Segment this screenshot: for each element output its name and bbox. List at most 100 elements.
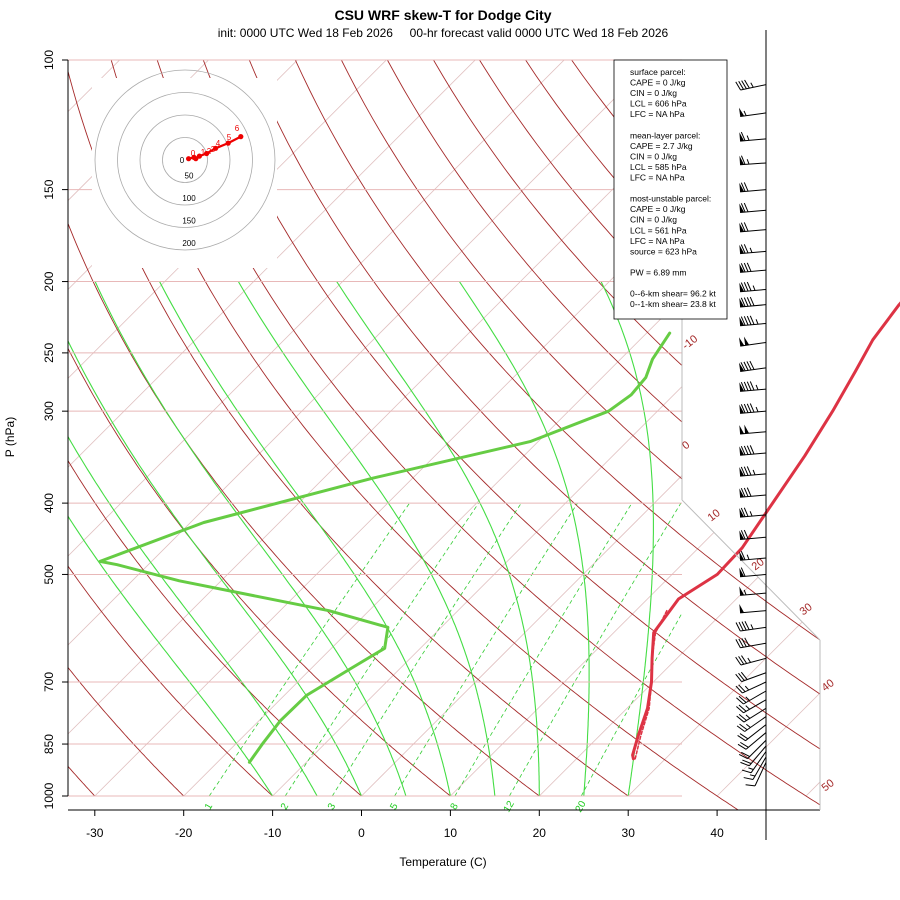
isotherm-line [68,119,682,735]
isotherm-label: 30 [798,601,815,618]
wind-barb [739,403,767,414]
moist-adiabat [237,281,496,796]
isotherm-line [183,297,682,796]
dry-adiabat [786,500,820,810]
dry-adiabat [110,60,682,773]
hodograph-point [196,153,202,159]
hodograph-height-label: 5 [227,133,232,142]
chart-subtitle: init: 0000 UTC Wed 18 Feb 2026 00-hr for… [218,26,669,40]
dry-adiabat [432,60,682,367]
mixing-ratio-line [208,502,410,796]
x-axis-label: Temperature (C) [399,855,486,869]
hodograph-height-label: 3 [211,145,216,154]
hodograph-height-label: 0 [191,149,196,158]
mixing-ratio-label: 3 [326,801,339,812]
wind-barb [743,756,767,780]
wind-barb [739,262,767,273]
mixing-ratio-line [580,612,682,796]
hodograph-ring [94,69,276,251]
wind-barb [739,155,767,166]
hodograph-height-label: 2 [207,147,212,156]
isotherm-line [895,0,900,796]
info-line: CAPE = 0 J/kg [630,204,686,214]
dry-adiabat [248,60,682,595]
wind-barb [739,466,767,477]
hodograph-height-label: 6 [235,124,240,133]
x-tick-label: 20 [533,826,547,840]
x-tick-label: 10 [444,826,458,840]
hodograph-point [213,145,219,151]
wind-barb [739,131,767,142]
hodograph-height-label: 4 [216,139,221,148]
y-tick-label: 500 [42,564,56,584]
dry-adiabat [68,459,363,796]
wind-barb [736,699,767,714]
dewpoint-profile [98,331,672,764]
moist-adiabat [94,281,407,796]
isotherm-label: 40 [820,677,837,694]
dry-adiabat [571,60,682,198]
isotherm-label: 50 [820,777,837,794]
wind-barb [739,107,767,118]
axes-layer: 1 2 3 5 8 12 20-100102030405010015020025030040… [42,50,837,840]
x-tick-label: 40 [710,826,724,840]
wind-barb [739,550,767,561]
info-line: LCL = 606 hPa [630,99,687,109]
moist-adiabat [68,515,274,796]
profile-layer [98,301,900,764]
info-line: CIN = 0 J/kg [630,151,677,161]
hodograph-point [186,156,192,162]
info-line: source = 623 hPa [630,246,697,256]
hodograph-height-label: 1 [201,148,206,157]
mixing-ratio-label: 12 [502,799,517,815]
mixing-ratio-line [509,502,682,796]
hodograph-point [193,156,199,162]
wind-barb [739,296,767,308]
isotherm-line [94,208,682,796]
x-tick-label: -10 [264,826,282,840]
y-axis-label: P (hPa) [3,417,17,457]
mixing-ratio-label: 20 [574,799,589,815]
hodograph-ring [162,137,208,183]
hodograph-ring-label: 200 [182,239,196,248]
info-line: LFC = NA hPa [630,109,685,119]
wind-barb [739,603,767,614]
y-tick-label: 200 [42,271,56,291]
isotherm-line [68,60,654,646]
hodograph-point [204,150,210,157]
isotherm-line [682,500,820,797]
mixing-ratio-line [394,502,578,796]
wind-barb [735,655,767,666]
moist-adiabat [336,281,540,796]
wind-barb [739,424,767,435]
x-tick-label: 30 [622,826,636,840]
y-tick-label: 400 [42,493,56,513]
y-tick-label: 1000 [42,782,56,809]
hodograph-ring [117,92,253,228]
moist-adiabat [458,281,590,796]
wind-barb [739,315,767,327]
dry-adiabat [787,44,900,812]
hodograph-ring-label: 150 [182,217,196,226]
mixing-ratio-line [331,502,522,796]
wind-barb [739,381,767,392]
moist-adiabat [68,339,363,796]
isotherm-label: 20 [750,556,767,573]
hodograph-point [225,140,231,146]
y-tick-label: 300 [42,401,56,421]
info-line: CIN = 0 J/kg [630,215,677,225]
wind-barbs [735,30,767,840]
dry-adiabat [68,565,274,796]
dry-adiabat [68,69,629,796]
dry-adiabat [682,500,820,810]
wind-barb [739,360,767,372]
isotherm-line [895,0,900,796]
wind-barb [739,507,767,518]
plot-skew-edge [681,499,821,641]
hodograph-origin-label: 0 [180,156,185,165]
dry-adiabat [68,347,452,796]
dry-adiabat [682,500,820,810]
wind-barb [739,529,767,540]
